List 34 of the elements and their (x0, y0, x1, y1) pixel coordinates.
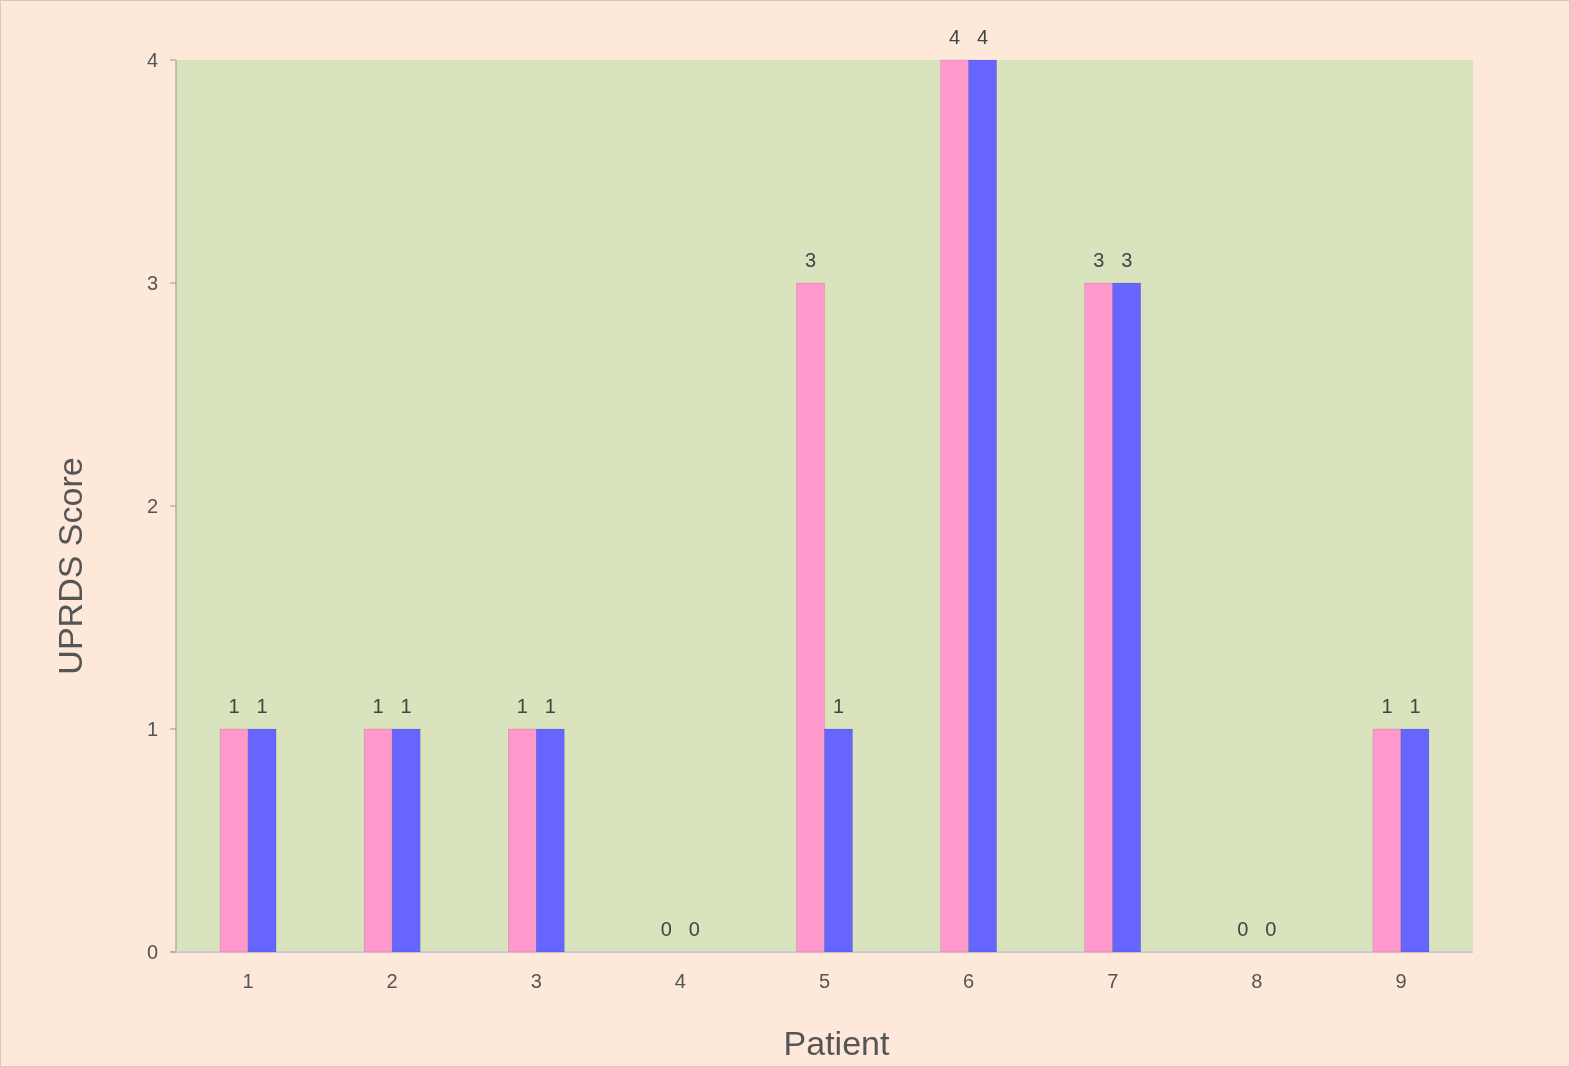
data-label: 3 (1121, 249, 1133, 271)
data-label: 1 (372, 695, 384, 717)
data-label: 1 (228, 695, 240, 717)
x-tick-label: 5 (818, 970, 831, 992)
data-label: 3 (804, 249, 817, 271)
x-tick-label: 8 (1251, 970, 1263, 992)
x-tick-label: 1 (242, 970, 254, 992)
data-label: 0 (1265, 918, 1277, 940)
data-label: 4 (949, 26, 961, 48)
y-tick-label: 0 (146, 941, 158, 963)
data-label: 1 (1381, 695, 1393, 717)
y-tick-label: 2 (146, 495, 158, 517)
data-label: 1 (544, 695, 556, 717)
data-label: 1 (1409, 695, 1421, 717)
data-label: 0 (1237, 918, 1249, 940)
y-tick-label: 3 (146, 272, 158, 294)
data-label: 0 (660, 918, 672, 940)
x-tick-label: 6 (963, 970, 975, 992)
x-tick-label: 3 (530, 970, 542, 992)
x-tick-label: 9 (1395, 970, 1407, 992)
data-label: 3 (1093, 249, 1105, 271)
x-tick-label: 4 (674, 970, 686, 992)
data-label: 1 (832, 695, 845, 717)
data-label: 1 (400, 695, 412, 717)
y-axis-title: UPRDS Score (51, 457, 89, 675)
y-tick-label: 4 (146, 49, 158, 71)
x-axis-title: Patient (783, 1024, 890, 1062)
data-label: 1 (256, 695, 268, 717)
data-label: 4 (977, 26, 989, 48)
data-label: 1 (516, 695, 528, 717)
x-tick-label: 7 (1107, 970, 1119, 992)
x-tick-label: 2 (386, 970, 398, 992)
data-label: 0 (688, 918, 700, 940)
y-tick-label: 1 (146, 718, 158, 740)
